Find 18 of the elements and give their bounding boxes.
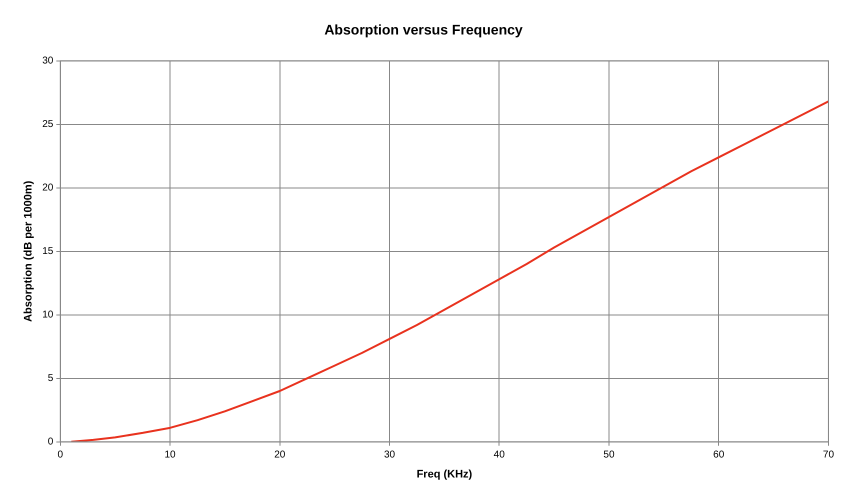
x-tick-label: 10 xyxy=(164,450,176,461)
y-tick-label: 25 xyxy=(42,119,54,130)
x-tick-label: 40 xyxy=(494,450,506,461)
x-tick-label: 60 xyxy=(713,450,725,461)
y-tick-label: 5 xyxy=(48,373,54,384)
y-tick-label: 0 xyxy=(48,436,54,448)
x-tick-label: 0 xyxy=(58,450,64,461)
y-tick-label: 15 xyxy=(42,246,54,258)
x-tick-label: 70 xyxy=(822,450,834,461)
x-tick-label: 20 xyxy=(274,450,286,461)
x-tick-label: 50 xyxy=(603,450,615,461)
chart-title: Absorption versus Frequency xyxy=(324,21,523,38)
y-axis-title: Absorption (dB per 1000m) xyxy=(22,180,35,322)
y-tick-label: 30 xyxy=(42,56,54,67)
x-axis-title: Freq (KHz) xyxy=(416,468,473,480)
y-tick-label: 20 xyxy=(42,182,54,194)
x-tick-label: 30 xyxy=(384,450,396,461)
y-tick-label: 10 xyxy=(42,310,54,321)
